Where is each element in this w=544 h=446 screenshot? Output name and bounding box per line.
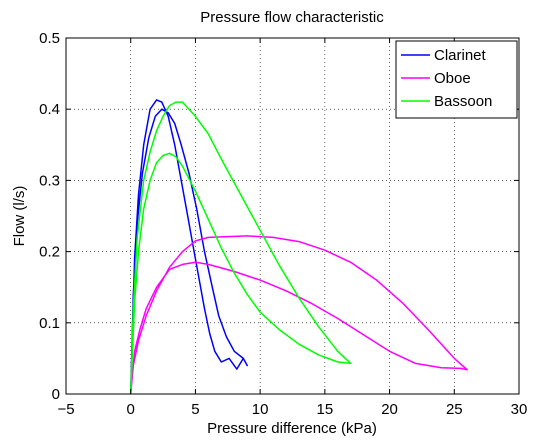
chart-title: Pressure flow characteristic	[200, 9, 384, 26]
x-tick-label: 30	[511, 401, 528, 418]
x-tick-label: 5	[191, 401, 199, 418]
y-tick-label: 0.3	[39, 172, 60, 189]
x-tick-label: 0	[127, 401, 135, 418]
legend-box	[395, 40, 518, 119]
plot-area-frame	[65, 37, 520, 395]
y-tick-label: 0.4	[39, 101, 60, 118]
y-tick-label: 0.5	[39, 30, 60, 47]
legend-label-bassoon: Bassoon	[434, 93, 492, 110]
legend-label-clarinet: Clarinet	[434, 47, 487, 64]
x-axis-label: Pressure difference (kPa)	[207, 420, 377, 437]
series-line-oboe	[129, 235, 468, 395]
legend-label-oboe: Oboe	[434, 70, 471, 87]
x-tick-label: 20	[381, 401, 398, 418]
x-tick-label: −5	[57, 401, 74, 418]
y-axis-label: Flow (l/s)	[11, 186, 28, 247]
y-tick-label: 0.2	[39, 244, 60, 261]
series-line-bassoon	[129, 101, 352, 395]
x-tick-label: 15	[317, 401, 334, 418]
y-tick-label: 0	[52, 386, 60, 403]
data-series	[129, 99, 468, 395]
y-tick-label: 0.1	[39, 315, 60, 332]
series-line-clarinet	[129, 99, 248, 395]
x-tick-label: 25	[446, 401, 463, 418]
x-tick-label: 10	[252, 401, 269, 418]
legend: Clarinet Oboe Bassoon	[395, 40, 518, 119]
